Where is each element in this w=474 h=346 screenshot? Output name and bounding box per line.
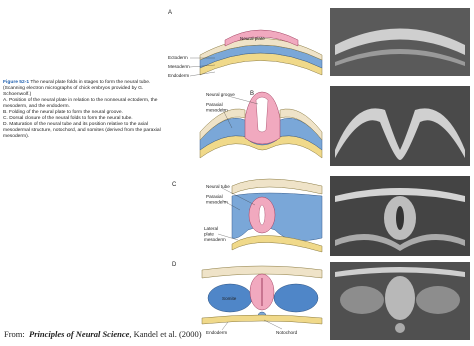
structure-label: Endoderm	[168, 73, 189, 78]
structure-label: Paraxial mesoderm	[206, 102, 228, 113]
diagram-c	[231, 178, 323, 253]
caption-text: The neural plate folds in stages to form…	[3, 80, 151, 97]
label-line: Neural tube	[206, 184, 230, 189]
panel-label: D	[172, 262, 177, 268]
structure-label: Endoderm	[206, 330, 227, 335]
structure-label: Lateral plate mesoderm	[204, 226, 226, 242]
label-line: Endoderm	[168, 73, 189, 78]
panel-label: A	[168, 10, 172, 16]
source-suffix: , Kandel et al. (2000)	[129, 329, 202, 339]
label-line: mesoderm	[206, 108, 228, 113]
label-line: mesoderm	[206, 200, 228, 205]
source-prefix: From:	[4, 329, 25, 339]
label-line: mesoderm	[204, 237, 226, 242]
label-line: Paraxial	[206, 102, 223, 107]
label-line: Paraxial	[206, 194, 223, 199]
leader-lines	[189, 57, 283, 331]
caption-title: Figure 52-1 The neural plate folds in st…	[3, 80, 161, 98]
label-line: Notochord	[276, 330, 298, 335]
structure-label: Notochord	[276, 330, 298, 335]
structure-label: Neural plate	[240, 36, 265, 41]
caption-item: A. Position of the neural plate in relat…	[3, 98, 158, 109]
structure-label: Ectoderm	[168, 55, 188, 60]
structure-label: Somite	[222, 296, 237, 301]
label-line: Neural groove	[206, 92, 235, 97]
panel-label: B	[250, 91, 254, 97]
label-line: plate	[204, 232, 214, 237]
label-line: Lateral	[204, 226, 218, 231]
figure-label: Figure 52-1	[3, 80, 30, 85]
label-line: Ectoderm	[168, 55, 188, 60]
source-line: From: Principles of Neural Science, Kand…	[4, 329, 202, 339]
caption-item: D. Maturation of the neural tube and its…	[3, 122, 161, 139]
structure-label: Paraxial mesoderm	[206, 194, 228, 205]
label-line: Neural plate	[240, 36, 265, 41]
structure-label: Mesoderm	[168, 64, 190, 69]
label-line: Mesoderm	[168, 64, 190, 69]
diagram-d	[201, 265, 323, 325]
structure-label: Neural groove	[206, 92, 235, 97]
caption-item: B. Folding of the neural plate to form t…	[3, 110, 123, 115]
book-title: Principles of Neural Science	[29, 329, 130, 339]
structure-label: Neural tube	[206, 184, 230, 189]
diagram-a	[199, 29, 323, 76]
label-line: Somite	[222, 296, 237, 301]
caption-item: C. Dorsal closure of the neural folds to…	[3, 116, 133, 121]
figure-caption: Figure 52-1 The neural plate folds in st…	[3, 80, 161, 140]
label-line: Endoderm	[206, 330, 227, 335]
micrographs	[330, 8, 470, 340]
diagram-b	[199, 91, 323, 159]
structure-labels: Neural plate Ectoderm Mesoderm Endoderm Neur…	[168, 36, 298, 335]
panel-label: C	[172, 182, 177, 188]
